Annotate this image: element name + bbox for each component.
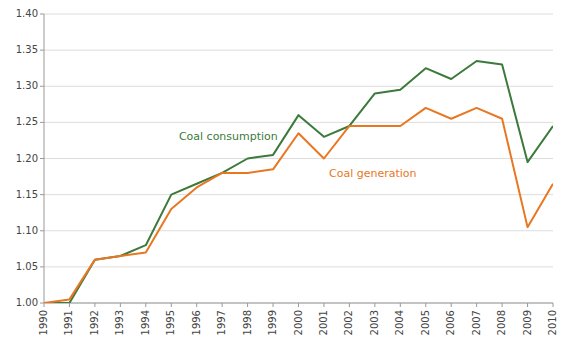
y-axis-line	[44, 14, 45, 303]
grid-line	[44, 50, 553, 51]
x-tick	[171, 303, 172, 307]
x-tick	[44, 303, 45, 307]
x-tick-label: 2000	[293, 310, 304, 335]
x-tick-label: 2009	[522, 310, 533, 335]
x-tick-label: 1992	[89, 310, 100, 335]
y-tick	[40, 50, 44, 51]
y-tick-label: 1.05	[16, 261, 38, 272]
x-tick-label: 1999	[267, 310, 278, 335]
grid-line	[44, 266, 553, 267]
y-tick	[40, 14, 44, 15]
x-tick	[425, 303, 426, 307]
x-tick	[451, 303, 452, 307]
annotation: Coal generation	[329, 167, 417, 180]
grid-line	[44, 303, 553, 304]
x-axis: 1990 1991 1992 1993 1994 1995 1996 1997 1998 1999…	[38, 303, 558, 335]
x-tick-label: 1998	[242, 310, 253, 335]
grid-line	[44, 158, 553, 159]
x-tick	[374, 303, 375, 307]
x-tick-label: 2006	[445, 310, 456, 335]
x-tick-label: 2004	[394, 310, 405, 335]
y-axis: 1.00 1.05 1.10 1.15 1.20 1.25 1.30 1.35 1.40	[16, 8, 553, 308]
series-line	[44, 108, 553, 303]
x-tick-label: 1997	[216, 310, 227, 335]
x-tick-label: 2005	[420, 310, 431, 335]
x-tick-label: 2002	[343, 310, 354, 335]
annotation: Coal consumption	[179, 130, 278, 143]
y-tick-label: 1.40	[16, 8, 38, 19]
grid-line	[44, 86, 553, 87]
x-tick	[476, 303, 477, 307]
grid-line	[44, 14, 553, 15]
grid-line	[44, 230, 553, 231]
x-tick-label: 1995	[165, 310, 176, 335]
x-tick	[145, 303, 146, 307]
grid-line	[44, 194, 553, 195]
y-tick-label: 1.30	[16, 80, 38, 91]
x-tick	[120, 303, 121, 307]
x-tick	[323, 303, 324, 307]
y-tick-label: 1.15	[16, 189, 38, 200]
y-tick-label: 1.10	[16, 225, 38, 236]
chart: 1.00 1.05 1.10 1.15 1.20 1.25 1.30 1.35 1.40 1990…	[0, 0, 569, 345]
grid-line	[44, 122, 553, 123]
y-tick	[40, 158, 44, 159]
x-tick	[502, 303, 503, 307]
y-tick	[40, 266, 44, 267]
x-tick	[298, 303, 299, 307]
x-tick	[69, 303, 70, 307]
lines	[44, 61, 553, 303]
y-tick-label: 1.35	[16, 44, 38, 55]
x-tick-label: 1994	[140, 310, 151, 335]
x-tick	[349, 303, 350, 307]
y-tick	[40, 86, 44, 87]
x-tick-label: 2007	[471, 310, 482, 335]
x-tick-label: 2003	[369, 310, 380, 335]
y-tick-label: 1.20	[16, 153, 38, 164]
annotations: Coal consumption Coal generation	[179, 130, 417, 179]
y-tick	[40, 230, 44, 231]
x-tick-label: 1990	[38, 310, 49, 335]
x-tick	[222, 303, 223, 307]
x-tick-label: 1993	[114, 310, 125, 335]
y-tick	[40, 194, 44, 195]
y-tick-label: 1.25	[16, 116, 38, 127]
x-tick-label: 2001	[318, 310, 329, 335]
x-tick	[400, 303, 401, 307]
x-tick-label: 2008	[496, 310, 507, 335]
x-tick-label: 2010	[547, 310, 558, 335]
x-tick	[196, 303, 197, 307]
y-tick	[40, 122, 44, 123]
x-tick	[247, 303, 248, 307]
y-tick	[40, 303, 44, 304]
y-tick-label: 1.00	[16, 297, 38, 308]
x-tick-label: 1991	[63, 310, 74, 335]
x-tick-label: 1996	[191, 310, 202, 335]
series-line	[44, 61, 553, 303]
x-tick	[527, 303, 528, 307]
x-tick	[273, 303, 274, 307]
x-axis-line	[44, 303, 553, 304]
x-tick	[553, 303, 554, 307]
x-tick	[94, 303, 95, 307]
